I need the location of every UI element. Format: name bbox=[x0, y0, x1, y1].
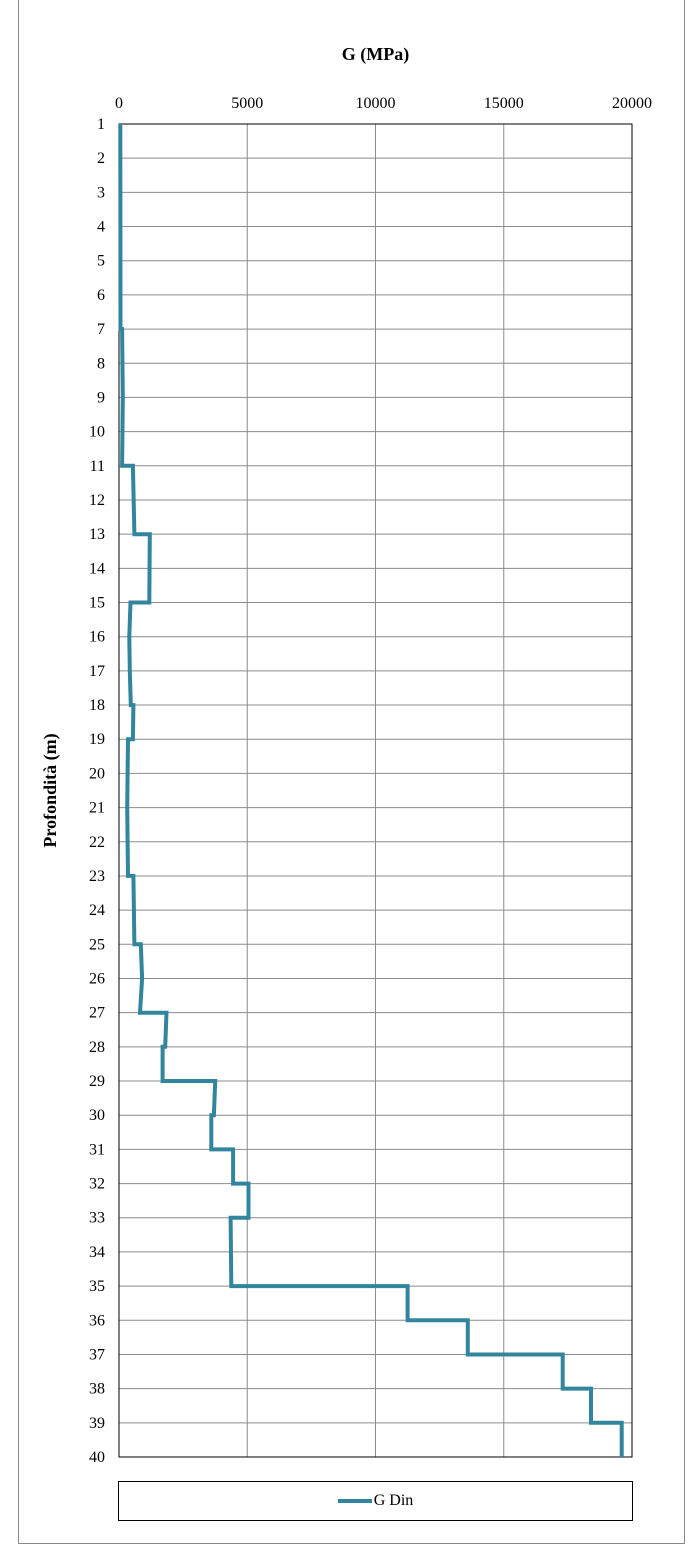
y-tick-label: 13 bbox=[89, 526, 105, 543]
x-tick-labels: 0 5000 10000 15000 20000 bbox=[115, 95, 652, 112]
x-tick-label: 0 bbox=[115, 95, 123, 112]
y-tick-label: 30 bbox=[89, 1107, 105, 1124]
chart-frame bbox=[18, 0, 685, 1544]
legend-swatch bbox=[337, 1499, 372, 1503]
y-tick-label: 39 bbox=[89, 1415, 105, 1432]
y-tick-label: 5 bbox=[97, 253, 105, 270]
y-tick-label: 6 bbox=[97, 287, 105, 304]
y-tick-label: 25 bbox=[89, 936, 105, 953]
grid bbox=[118, 123, 633, 1458]
y-tick-label: 18 bbox=[89, 697, 105, 714]
y-tick-label: 4 bbox=[97, 219, 105, 236]
y-tick-labels: 1234567891011121314151617181920212223242… bbox=[89, 116, 105, 1466]
y-tick-label: 17 bbox=[89, 663, 105, 680]
y-tick-label: 33 bbox=[89, 1210, 105, 1227]
y-tick-label: 15 bbox=[89, 595, 105, 612]
series-line-g-din bbox=[118, 123, 624, 1457]
y-tick-label: 9 bbox=[97, 389, 105, 406]
chart-title: G (MPa) bbox=[342, 44, 409, 65]
y-tick-label: 29 bbox=[89, 1073, 105, 1090]
y-tick-label: 8 bbox=[97, 355, 105, 372]
legend: G Din bbox=[118, 1481, 633, 1521]
y-tick-label: 7 bbox=[97, 321, 105, 338]
chart-svg: G (MPa) 0 5000 10000 15000 20000 12345678910… bbox=[40, 44, 652, 1466]
y-tick-label: 20 bbox=[89, 765, 105, 782]
plot-area bbox=[118, 123, 633, 1458]
y-tick-label: 2 bbox=[97, 150, 105, 167]
y-tick-label: 38 bbox=[89, 1381, 105, 1398]
y-tick-label: 34 bbox=[89, 1244, 105, 1261]
legend-label: G Din bbox=[373, 1492, 414, 1509]
y-tick-label: 16 bbox=[89, 629, 105, 646]
series-layer bbox=[118, 123, 624, 1457]
x-tick-label: 15000 bbox=[484, 95, 524, 112]
y-tick-label: 14 bbox=[89, 560, 105, 577]
y-tick-label: 27 bbox=[89, 1005, 105, 1022]
y-tick-label: 1 bbox=[97, 116, 105, 133]
y-tick-label: 19 bbox=[89, 731, 105, 748]
y-tick-label: 22 bbox=[89, 834, 105, 851]
y-tick-label: 12 bbox=[89, 492, 105, 509]
y-tick-label: 32 bbox=[89, 1176, 105, 1193]
y-tick-label: 23 bbox=[89, 868, 105, 885]
y-tick-label: 40 bbox=[89, 1449, 105, 1466]
y-tick-label: 35 bbox=[89, 1278, 105, 1295]
y-tick-label: 24 bbox=[89, 902, 105, 919]
y-tick-label: 31 bbox=[89, 1141, 105, 1158]
y-tick-label: 26 bbox=[89, 970, 105, 987]
x-tick-label: 20000 bbox=[612, 95, 652, 112]
y-tick-label: 28 bbox=[89, 1039, 105, 1056]
y-tick-label: 10 bbox=[89, 424, 105, 441]
y-tick-label: 36 bbox=[89, 1312, 105, 1329]
y-tick-label: 3 bbox=[97, 184, 105, 201]
x-tick-label: 5000 bbox=[231, 95, 263, 112]
x-tick-label: 10000 bbox=[356, 95, 396, 112]
y-tick-label: 21 bbox=[89, 800, 105, 817]
y-axis-label: Profondità (m) bbox=[40, 733, 61, 847]
y-tick-label: 11 bbox=[90, 458, 105, 475]
y-tick-label: 37 bbox=[89, 1346, 105, 1363]
